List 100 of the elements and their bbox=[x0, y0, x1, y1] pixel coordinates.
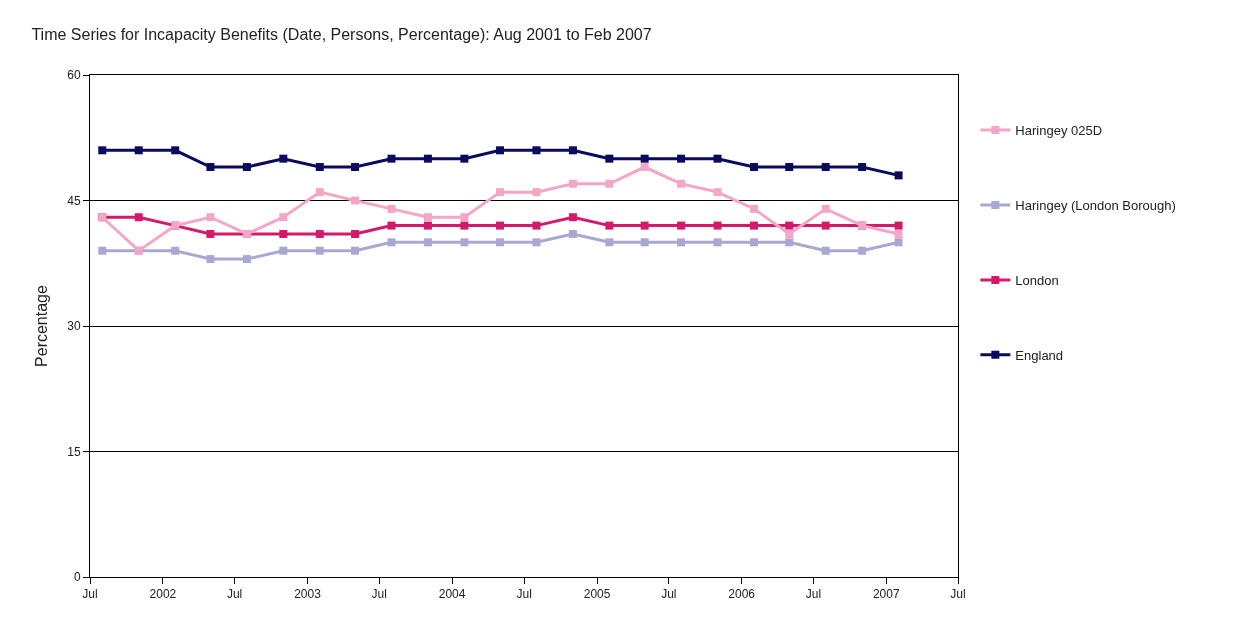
point bbox=[496, 188, 505, 197]
point bbox=[171, 246, 180, 255]
x-tick-label: 2004 bbox=[438, 587, 466, 602]
x-tick-label: 2005 bbox=[583, 587, 611, 602]
point bbox=[134, 213, 143, 222]
point bbox=[423, 238, 432, 247]
point bbox=[496, 238, 505, 247]
legend-label: Haringey 025D bbox=[1015, 123, 1103, 139]
point bbox=[206, 229, 215, 238]
x-tick-label: Jul bbox=[371, 587, 387, 602]
y-tick-label: 0 bbox=[73, 570, 81, 585]
x-tick-label: 2006 bbox=[728, 587, 756, 602]
point bbox=[315, 246, 324, 255]
point bbox=[640, 238, 649, 247]
point bbox=[532, 238, 541, 247]
x-tick-label: Jul bbox=[805, 587, 822, 602]
x-tick-label: Jul bbox=[661, 587, 677, 602]
point bbox=[605, 221, 614, 230]
point bbox=[785, 221, 794, 230]
point bbox=[98, 246, 107, 255]
point bbox=[785, 163, 794, 172]
point bbox=[894, 238, 903, 247]
point bbox=[821, 204, 830, 213]
point bbox=[387, 204, 396, 213]
point bbox=[713, 221, 722, 230]
point bbox=[640, 154, 649, 163]
point bbox=[460, 238, 469, 247]
point bbox=[568, 146, 577, 155]
chart-title: Time Series for Incapacity Benefits (Date, Persons, Percentage): Aug 2001 to Feb 2007 bbox=[31, 25, 652, 43]
x-tick-label: 2007 bbox=[872, 587, 900, 602]
point bbox=[821, 163, 830, 172]
legend-label: England bbox=[1015, 347, 1064, 363]
y-tick-label: 45 bbox=[67, 193, 81, 208]
point bbox=[605, 238, 614, 247]
point bbox=[206, 163, 215, 172]
point bbox=[894, 171, 903, 180]
point bbox=[677, 179, 686, 188]
point bbox=[460, 221, 469, 230]
point bbox=[532, 188, 541, 197]
point bbox=[749, 221, 758, 230]
point bbox=[387, 221, 396, 230]
point bbox=[749, 238, 758, 247]
x-tick-label: 2002 bbox=[149, 587, 177, 602]
x-tick-label: Jul bbox=[950, 587, 966, 602]
point bbox=[496, 146, 505, 155]
x-tick-label: Jul bbox=[516, 587, 532, 602]
point bbox=[894, 221, 903, 230]
point bbox=[532, 221, 541, 230]
legend-label: Haringey (London Borough) bbox=[1015, 198, 1176, 214]
point bbox=[894, 229, 903, 238]
point bbox=[858, 246, 867, 255]
point bbox=[351, 246, 360, 255]
point bbox=[460, 213, 469, 222]
x-tick-label: Jul bbox=[226, 587, 243, 602]
point bbox=[640, 221, 649, 230]
point bbox=[171, 146, 180, 155]
point bbox=[279, 229, 288, 238]
point bbox=[785, 229, 794, 238]
point bbox=[713, 188, 722, 197]
point bbox=[749, 163, 758, 172]
point bbox=[677, 221, 686, 230]
x-tick-label: 2003 bbox=[294, 587, 322, 602]
point bbox=[242, 255, 251, 264]
point bbox=[605, 154, 614, 163]
point bbox=[98, 146, 107, 155]
point bbox=[496, 221, 505, 230]
point bbox=[423, 221, 432, 230]
point bbox=[785, 238, 794, 247]
point bbox=[242, 163, 251, 172]
point bbox=[315, 163, 324, 172]
point bbox=[351, 196, 360, 205]
point bbox=[858, 163, 867, 172]
point bbox=[605, 179, 614, 188]
legend-label: London bbox=[1015, 272, 1059, 288]
point bbox=[568, 179, 577, 188]
point bbox=[351, 163, 360, 172]
point bbox=[423, 213, 432, 222]
point bbox=[206, 255, 215, 264]
point bbox=[677, 238, 686, 247]
point bbox=[315, 188, 324, 197]
point bbox=[206, 213, 215, 222]
point bbox=[568, 229, 577, 238]
point bbox=[713, 154, 722, 163]
point bbox=[423, 154, 432, 163]
point bbox=[532, 146, 541, 155]
point bbox=[279, 154, 288, 163]
point bbox=[568, 213, 577, 222]
point bbox=[749, 204, 758, 213]
point bbox=[387, 154, 396, 163]
point bbox=[640, 163, 649, 172]
y-axis-title: Percentage bbox=[33, 284, 51, 367]
point bbox=[315, 229, 324, 238]
point bbox=[713, 238, 722, 247]
point bbox=[134, 146, 143, 155]
point bbox=[821, 246, 830, 255]
x-tick-label: Jul bbox=[82, 587, 98, 602]
point bbox=[279, 213, 288, 222]
point bbox=[351, 229, 360, 238]
y-tick-label: 15 bbox=[67, 444, 81, 459]
point bbox=[279, 246, 288, 255]
